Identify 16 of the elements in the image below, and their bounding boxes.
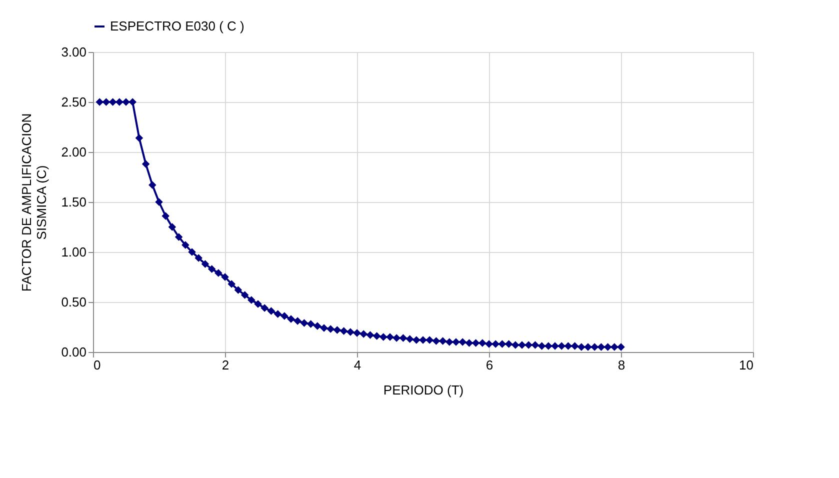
x-axis-title: PERIODO (T) [383, 382, 464, 398]
y-tick-label: 3.00 [61, 44, 86, 60]
y-tick-label: 0.00 [61, 344, 86, 360]
x-tick-label: 10 [739, 358, 754, 372]
y-axis-title: FACTOR DE AMPLIFICACION SISMICA (C) [19, 113, 50, 292]
x-tick-label: 8 [618, 358, 626, 372]
y-tick-label: 1.50 [61, 194, 86, 210]
y-tick-label: 1.00 [61, 244, 86, 260]
y-tick-label: 2.50 [61, 94, 86, 110]
x-tick-label: 2 [222, 358, 230, 372]
x-tick-label: 0 [94, 358, 101, 372]
y-tick-label: 0.50 [61, 294, 86, 310]
x-tick-label: 6 [486, 358, 494, 372]
x-tick-label: 4 [354, 358, 362, 372]
legend-label: ESPECTRO E030 ( C ) [110, 18, 244, 34]
y-tick-label: 2.00 [61, 144, 86, 160]
